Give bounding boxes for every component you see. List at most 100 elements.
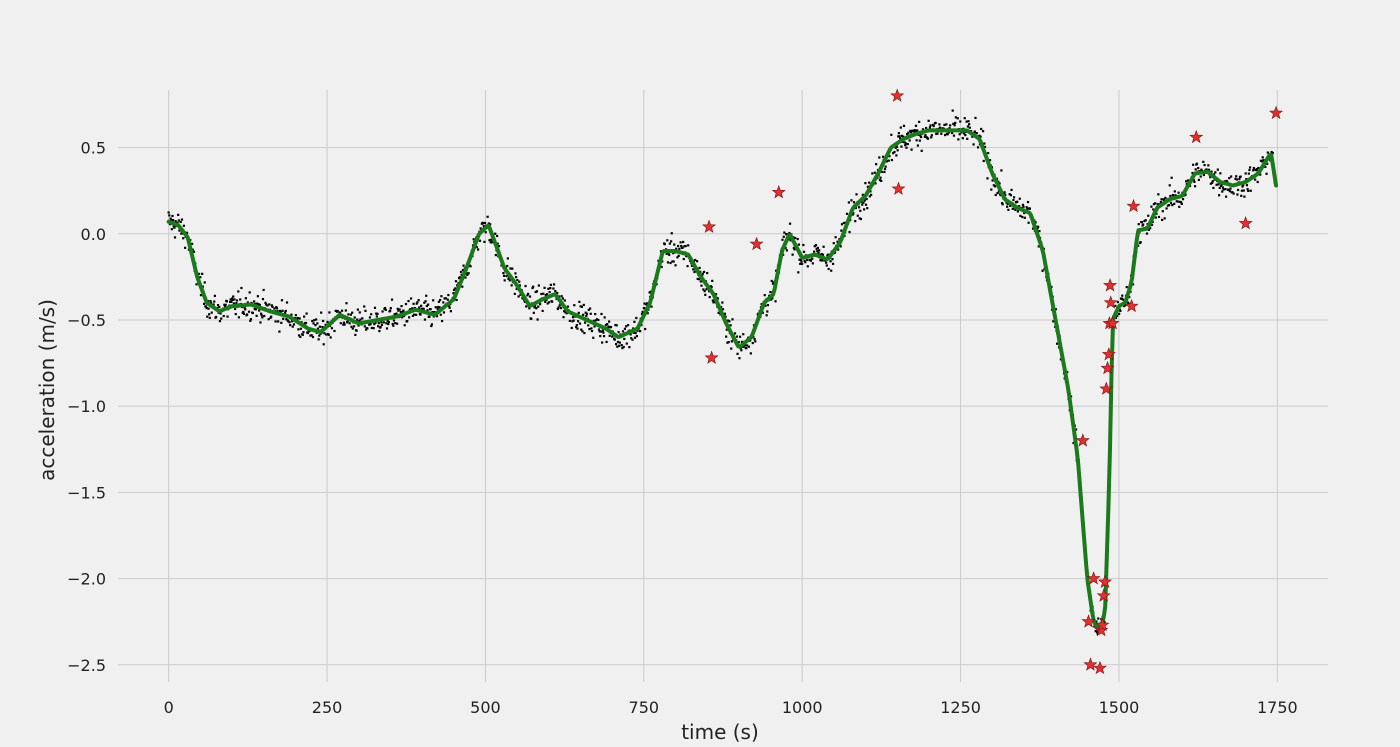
raw-point	[1236, 188, 1240, 192]
raw-point	[336, 309, 339, 313]
raw-point	[806, 258, 809, 262]
raw-point	[1227, 188, 1230, 191]
raw-point	[1011, 207, 1014, 210]
raw-point	[167, 211, 170, 214]
raw-point	[809, 259, 813, 262]
raw-point	[325, 333, 328, 336]
raw-point	[895, 154, 898, 157]
raw-point	[730, 340, 733, 343]
raw-point	[935, 132, 938, 135]
raw-point	[224, 303, 227, 306]
raw-point	[401, 316, 404, 319]
raw-point	[1202, 173, 1206, 177]
raw-point	[754, 340, 757, 343]
raw-point	[370, 326, 373, 330]
raw-point	[593, 325, 596, 328]
raw-point	[668, 253, 671, 256]
raw-point	[831, 258, 834, 261]
raw-point	[878, 156, 881, 159]
raw-point	[669, 261, 672, 265]
raw-point	[237, 290, 240, 293]
outlier-star	[1096, 588, 1111, 602]
raw-point	[551, 300, 554, 303]
raw-point	[733, 332, 737, 335]
raw-point	[173, 226, 176, 229]
raw-point	[1025, 206, 1028, 209]
raw-point	[587, 324, 590, 327]
raw-point	[368, 316, 372, 319]
raw-point	[394, 322, 397, 325]
raw-point	[701, 272, 704, 275]
raw-point	[781, 238, 784, 241]
raw-point	[582, 303, 585, 307]
raw-point	[766, 310, 769, 313]
raw-point	[514, 275, 518, 279]
raw-point	[981, 130, 985, 133]
raw-point	[1016, 200, 1019, 203]
raw-point	[749, 352, 752, 355]
raw-point	[675, 247, 678, 250]
raw-point	[358, 311, 361, 314]
raw-point	[711, 279, 714, 282]
raw-point	[926, 137, 930, 140]
raw-point	[479, 227, 482, 230]
raw-point	[968, 126, 971, 129]
raw-point	[197, 272, 201, 275]
raw-point	[958, 133, 961, 136]
raw-point	[888, 155, 891, 158]
raw-point	[1001, 203, 1004, 206]
raw-point	[764, 304, 767, 307]
raw-point	[174, 220, 177, 223]
raw-point	[690, 264, 694, 267]
raw-point	[254, 308, 258, 311]
raw-point	[483, 240, 486, 244]
raw-point	[594, 319, 597, 322]
raw-point	[369, 323, 372, 326]
raw-point	[531, 286, 534, 290]
raw-point	[256, 295, 259, 298]
raw-point	[950, 131, 954, 135]
raw-point	[432, 299, 435, 302]
raw-point	[1240, 189, 1243, 192]
raw-point	[385, 322, 388, 325]
raw-point	[898, 135, 901, 138]
tick-labels: 0 250 500 750 1000 1250 1500 1750 0.5 0.0 −0.5 −1.0…	[67, 139, 1298, 717]
raw-point	[1242, 189, 1245, 192]
raw-point	[671, 260, 674, 263]
raw-point	[975, 131, 978, 135]
raw-point	[429, 308, 432, 311]
raw-point	[502, 274, 506, 277]
raw-point	[490, 238, 493, 241]
raw-point	[346, 319, 349, 323]
outlier-star	[704, 350, 719, 364]
raw-point	[1150, 223, 1154, 226]
raw-point	[927, 119, 930, 122]
raw-point	[800, 260, 803, 263]
raw-point	[883, 167, 887, 171]
raw-point	[390, 298, 394, 301]
raw-point	[914, 130, 917, 133]
raw-point	[1118, 312, 1121, 315]
raw-point	[452, 292, 455, 295]
raw-point	[850, 199, 853, 202]
outlier-star	[1189, 129, 1204, 144]
raw-point	[459, 270, 463, 274]
raw-point	[806, 265, 809, 268]
raw-point	[994, 193, 997, 197]
raw-point	[906, 142, 909, 146]
raw-point	[1163, 217, 1166, 220]
raw-point	[897, 135, 900, 138]
raw-point	[395, 312, 398, 315]
raw-point	[813, 250, 816, 253]
raw-point	[456, 284, 459, 287]
raw-point	[914, 124, 918, 127]
raw-point	[837, 248, 840, 251]
raw-point	[346, 321, 349, 324]
raw-point	[634, 331, 637, 335]
raw-point	[257, 303, 260, 306]
raw-point	[465, 272, 468, 275]
raw-point	[802, 243, 805, 247]
raw-point	[1010, 188, 1013, 192]
raw-point	[383, 306, 387, 310]
raw-point	[745, 347, 748, 350]
